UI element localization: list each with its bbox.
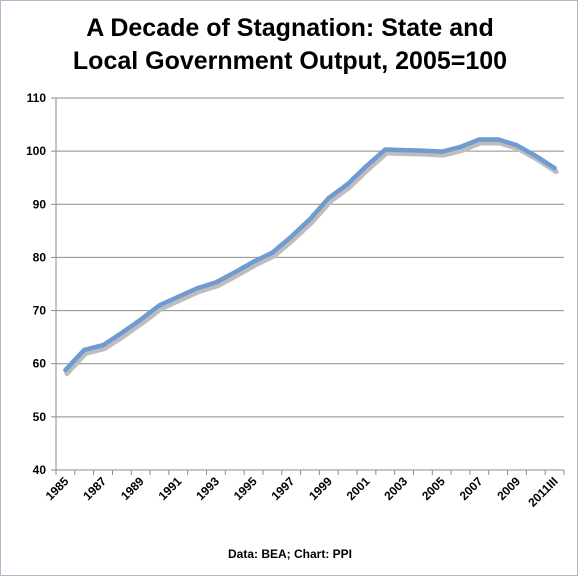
- y-tick-label-50: 50: [33, 410, 47, 424]
- data-point-1989: [138, 317, 142, 321]
- data-point-1996: [270, 250, 274, 254]
- data-point-2002: [383, 147, 387, 151]
- chart-title-line-2: Local Government Output, 2005=100: [72, 47, 508, 75]
- data-point-2010: [534, 154, 538, 158]
- x-tick-label-2005: 2005: [419, 474, 448, 503]
- data-point-1994: [233, 270, 237, 274]
- data-point-1997: [289, 235, 293, 239]
- data-point-1988: [120, 331, 124, 335]
- y-tick-label-90: 90: [33, 197, 47, 211]
- x-tick-label-1987: 1987: [80, 474, 109, 503]
- data-point-2009: [515, 143, 519, 147]
- chart-title-line-1: A Decade of Stagnation: State and: [86, 14, 494, 42]
- x-tick-label-1989: 1989: [118, 474, 147, 503]
- data-point-2011III: [552, 166, 556, 170]
- x-tick-label-2011III: 2011III: [525, 474, 560, 509]
- data-point-2001: [364, 164, 368, 168]
- data-point-1998: [308, 217, 312, 221]
- series-line: [63, 137, 557, 373]
- y-tick-label-110: 110: [27, 91, 47, 105]
- x-tick-label-1993: 1993: [193, 474, 222, 503]
- data-point-2007: [477, 137, 481, 141]
- data-point-2006: [458, 145, 462, 149]
- data-point-2003: [402, 148, 406, 152]
- data-point-1995: [251, 259, 255, 263]
- x-tick-label-1991: 1991: [156, 474, 185, 503]
- y-tick-label-70: 70: [33, 304, 47, 318]
- data-point-1992: [195, 286, 199, 290]
- x-tick-label-1999: 1999: [306, 474, 335, 503]
- data-point-2008: [496, 137, 500, 141]
- x-tick-label-2007: 2007: [457, 474, 486, 503]
- data-point-2004: [421, 148, 425, 152]
- y-tick-label-40: 40: [33, 463, 47, 477]
- x-tick-label-1997: 1997: [269, 474, 298, 503]
- data-point-1999: [327, 196, 331, 200]
- data-point-1993: [214, 280, 218, 284]
- y-tick-label-100: 100: [26, 144, 46, 158]
- series-line-shadow: [64, 140, 559, 377]
- chart-source-note: Data: BEA; Chart: PPI: [227, 547, 352, 561]
- data-point-1990: [157, 303, 161, 307]
- data-point-2005: [440, 149, 444, 153]
- x-tick-label-2001: 2001: [344, 474, 373, 503]
- data-point-1985: [63, 368, 67, 372]
- chart-title: A Decade of Stagnation: State and Local …: [0, 12, 580, 78]
- x-tick-label-1995: 1995: [231, 474, 260, 503]
- x-tick-label-1985: 1985: [43, 474, 72, 503]
- x-tick-label-2003: 2003: [381, 474, 410, 503]
- x-tick-label-2009: 2009: [494, 474, 523, 503]
- y-tick-label-80: 80: [33, 250, 47, 264]
- data-point-2000: [345, 182, 349, 186]
- data-point-1986: [82, 348, 86, 352]
- data-point-1987: [101, 343, 105, 347]
- data-point-1991: [176, 295, 180, 299]
- y-tick-label-60: 60: [33, 357, 47, 371]
